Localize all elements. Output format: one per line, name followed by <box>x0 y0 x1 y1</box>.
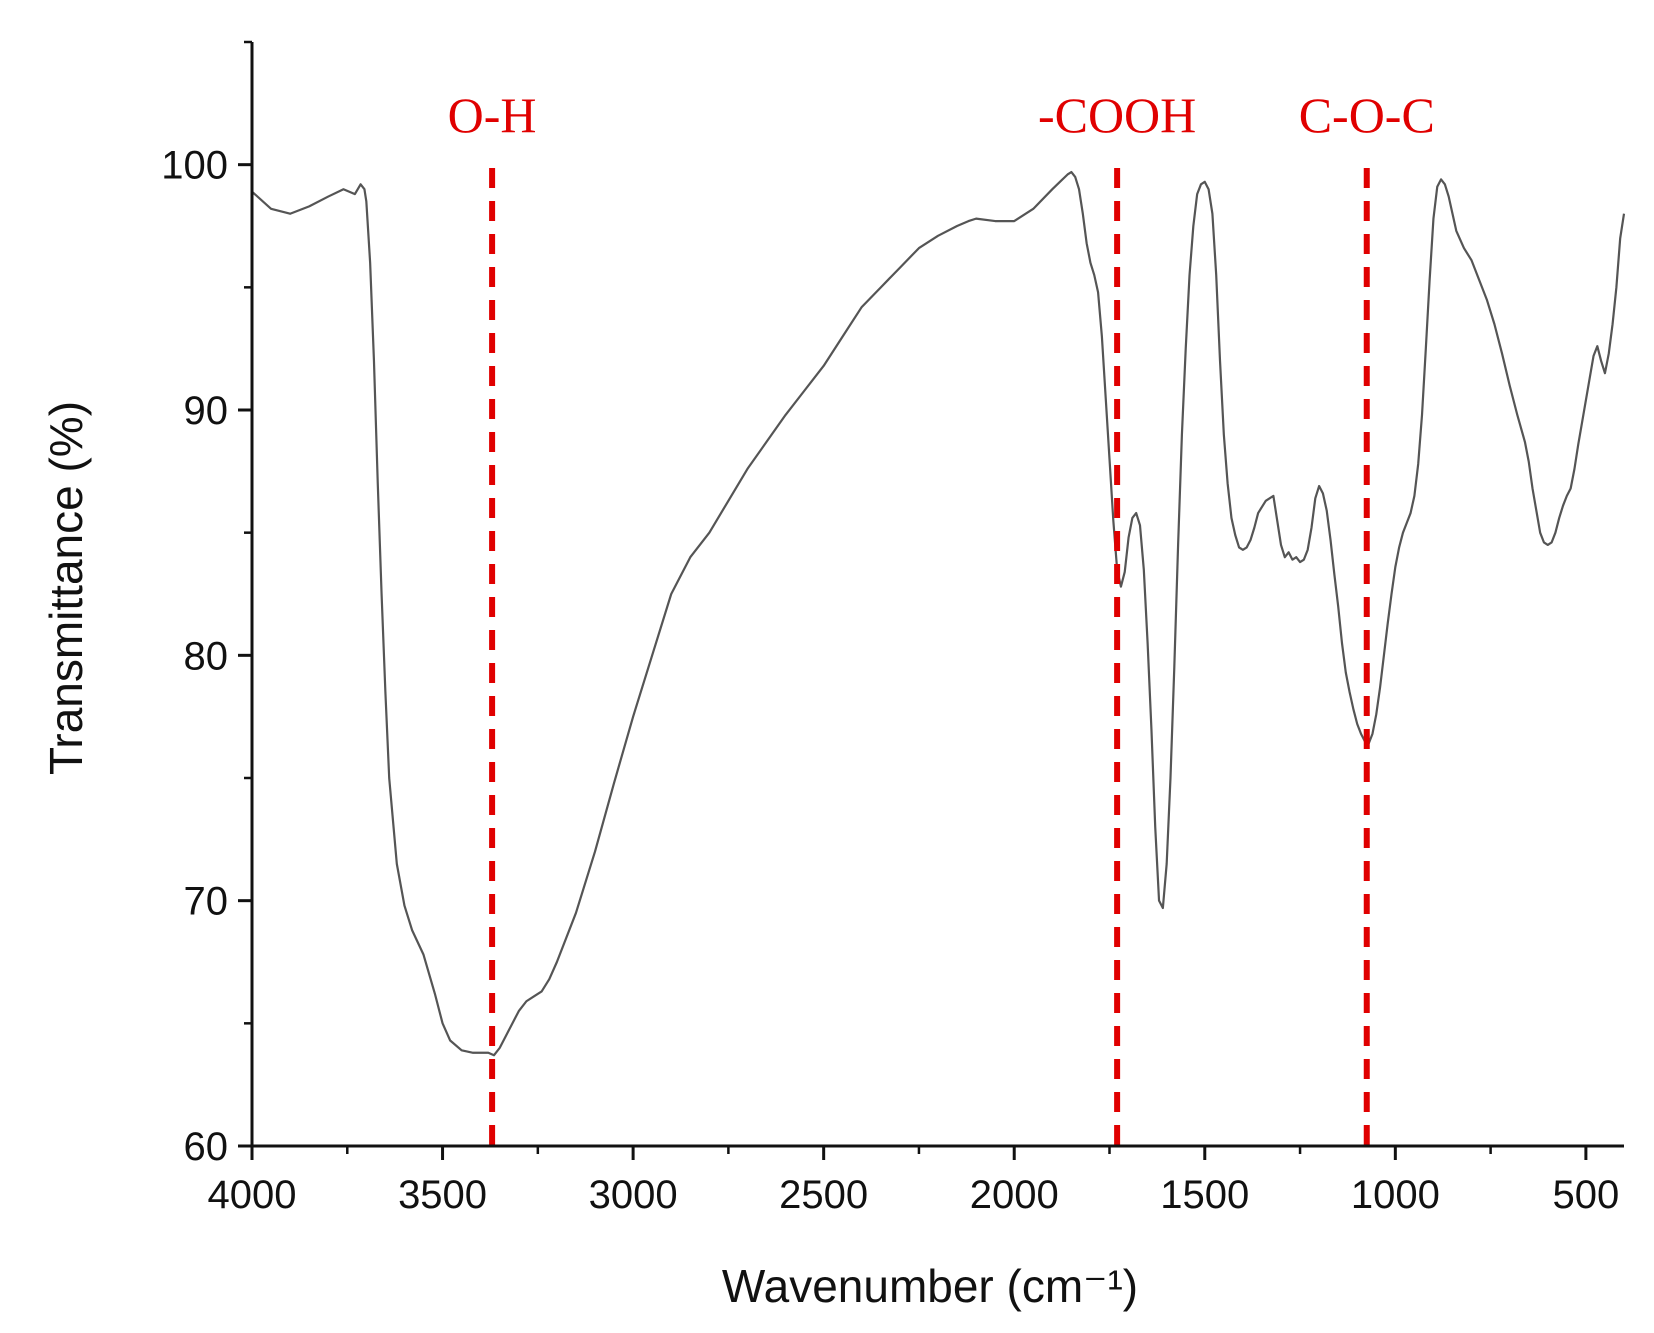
x-tick-label: 2000 <box>970 1173 1059 1217</box>
x-tick-label: 3500 <box>398 1173 487 1217</box>
x-tick-label: 4000 <box>208 1173 297 1217</box>
x-tick-label: 1500 <box>1160 1173 1249 1217</box>
y-tick-label: 100 <box>161 144 228 188</box>
spectrum-line <box>251 170 1626 1057</box>
x-tick-label: 500 <box>1553 1173 1620 1217</box>
x-tick-label: 2500 <box>779 1173 868 1217</box>
y-axis: 60 70 80 90 100 <box>161 40 254 1169</box>
x-axis: 4000 3500 3000 2500 2000 1500 1000 500 <box>208 1144 1624 1217</box>
y-tick-label: 60 <box>184 1125 229 1169</box>
annotation-label-2: C-O-C <box>1299 87 1435 143</box>
x-tick-label: 3000 <box>589 1173 678 1217</box>
y-tick-label: 70 <box>184 880 229 924</box>
y-axis-title: Transmittance (%) <box>40 401 92 775</box>
x-tick-label: 1000 <box>1351 1173 1440 1217</box>
x-axis-title: Wavenumber (cm⁻¹) <box>722 1260 1138 1312</box>
y-tick-label: 90 <box>184 389 229 433</box>
annotation-label-0: O-H <box>448 87 537 143</box>
plot-area: O-H -COOH C-O-C <box>251 87 1626 1146</box>
annotation-label-1: -COOH <box>1038 87 1196 143</box>
y-tick-label: 80 <box>184 634 229 678</box>
